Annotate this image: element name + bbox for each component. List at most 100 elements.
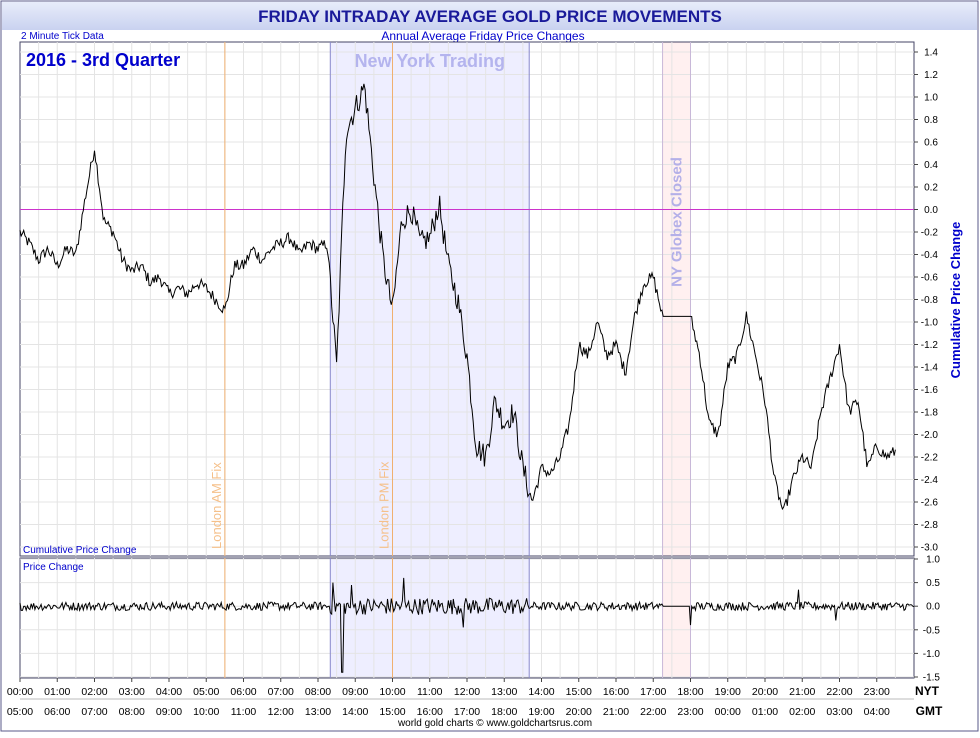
- x-tick-label-gmt: 07:00: [81, 706, 107, 718]
- x-tick-label-nyt: 12:00: [454, 686, 480, 698]
- y-tick-label: 1.0: [926, 555, 940, 566]
- x-tick-label-nyt: 10:00: [379, 686, 405, 698]
- y-tick-label: -0.8: [921, 295, 939, 306]
- ny-globex-closed-label: NY Globex Closed: [669, 157, 686, 287]
- y-tick-label: 0.4: [924, 160, 938, 171]
- price-change-y-ticks: 1.0 0.5 0.0 -0.5 -1.0 -1.5: [914, 555, 940, 684]
- x-tick-label-nyt: 06:00: [230, 686, 256, 698]
- x-tick-label-nyt: 02:00: [81, 686, 107, 698]
- x-tick-label-nyt: 07:00: [268, 686, 294, 698]
- x-tick-label-gmt: 06:00: [44, 706, 70, 718]
- x-tick-label-gmt: 15:00: [379, 706, 405, 718]
- x-tick-label-gmt: 14:00: [342, 706, 368, 718]
- x-tick-label-gmt: 22:00: [640, 706, 666, 718]
- london-am-fix-label: London AM Fix: [209, 462, 224, 549]
- x-tick-label-nyt: 15:00: [566, 686, 592, 698]
- x-tick-label-gmt: 18:00: [491, 706, 517, 718]
- cumulative-panel: 2016 - 3rd Quarter New York Trading NY G…: [19, 41, 963, 557]
- x-axis: 00:00 05:00 01:00 06:00 02:00 07:00 03:00 08:00…: [7, 678, 914, 718]
- y-tick-label: -1.6: [921, 385, 939, 396]
- fix-lines-lower: [224, 558, 393, 678]
- x-tick-label-nyt: 11:00: [417, 686, 443, 698]
- x-tick-label-nyt: 18:00: [677, 686, 703, 698]
- y-tick-label: -2.4: [921, 475, 939, 486]
- price-change-line: [19, 577, 915, 673]
- y-tick-label: -1.0: [923, 649, 941, 660]
- x-tick-label-gmt: 20:00: [566, 706, 592, 718]
- x-tick-label-gmt: 21:00: [603, 706, 629, 718]
- ny-trading-label: New York Trading: [355, 51, 505, 71]
- x-tick-label-gmt: 08:00: [119, 706, 145, 718]
- y-tick-label: -1.4: [921, 363, 939, 374]
- band-edges: [329, 42, 691, 556]
- y-tick-label: -0.4: [921, 250, 939, 261]
- x-tick-label-nyt: 17:00: [640, 686, 666, 698]
- x-tick-label-nyt: 19:00: [715, 686, 741, 698]
- y-tick-label: -0.5: [923, 625, 941, 636]
- x-tick-label-nyt: 14:00: [528, 686, 554, 698]
- y-tick-label: 0.0: [926, 602, 940, 613]
- x-tick-label-nyt: 04:00: [156, 686, 182, 698]
- y-tick-label: -1.2: [921, 340, 939, 351]
- y-tick-label: -0.6: [921, 273, 939, 284]
- x-tick-label-gmt: 04:00: [864, 706, 890, 718]
- cumulative-panel-label: Cumulative Price Change: [23, 545, 137, 556]
- x-tick-label-nyt: 01:00: [44, 686, 70, 698]
- y-tick-label: 0.0: [924, 205, 938, 216]
- x-tick-label-gmt: 13:00: [305, 706, 331, 718]
- y-tick-label: -2.8: [921, 520, 939, 531]
- x-tick-label-gmt: 05:00: [7, 706, 33, 718]
- x-tick-label-nyt: 16:00: [603, 686, 629, 698]
- x-tick-label-gmt: 09:00: [156, 706, 182, 718]
- x-tick-label-nyt: 22:00: [826, 686, 852, 698]
- cumulative-y-ticks: 1.4 1.2 1.0 0.8 0.6 0.4 0.2 0.0 -0.2 -0.4 -0.6 -0.8…: [914, 48, 938, 554]
- x-tick-label-gmt: 23:00: [677, 706, 703, 718]
- price-change-panel: Price Change 1.0 0.5 0.0 -0.5 -1.0 -1.5: [19, 555, 940, 684]
- x-tick-label-nyt: 08:00: [305, 686, 331, 698]
- y-tick-label: -2.6: [921, 498, 939, 509]
- credit-text: world gold charts © www.goldchartsrus.co…: [397, 718, 592, 729]
- x-tick-label-gmt: 03:00: [826, 706, 852, 718]
- x-tick-label-nyt: 20:00: [752, 686, 778, 698]
- tick-data-note: 2 Minute Tick Data: [21, 31, 104, 42]
- chart-title: FRIDAY INTRADAY AVERAGE GOLD PRICE MOVEM…: [258, 7, 722, 26]
- y-tick-label: -1.5: [923, 673, 941, 684]
- x-tick-label-gmt: 10:00: [193, 706, 219, 718]
- x-tick-label-nyt: 05:00: [193, 686, 219, 698]
- gmt-label: GMT: [916, 704, 943, 718]
- chart-subtitle: Annual Average Friday Price Changes: [381, 29, 584, 43]
- y-tick-label: -1.8: [921, 408, 939, 419]
- cumulative-price-line: [19, 83, 896, 511]
- x-tick-label-nyt: 21:00: [789, 686, 815, 698]
- x-tick-label-gmt: 01:00: [752, 706, 778, 718]
- x-tick-label-nyt: 03:00: [119, 686, 145, 698]
- title-banner: [2, 2, 977, 30]
- y-tick-label: 1.0: [924, 93, 938, 104]
- x-tick-label-gmt: 19:00: [528, 706, 554, 718]
- y-tick-label: 1.4: [924, 48, 938, 59]
- price-change-gridlines: [20, 558, 914, 678]
- x-tick-label-gmt: 12:00: [268, 706, 294, 718]
- y-tick-label: 1.2: [924, 70, 938, 81]
- price-change-panel-label: Price Change: [23, 562, 84, 573]
- y-tick-label: 0.2: [924, 183, 938, 194]
- x-tick-label-nyt: 09:00: [342, 686, 368, 698]
- x-tick-label-gmt: 02:00: [789, 706, 815, 718]
- y-tick-label: -1.0: [921, 318, 939, 329]
- x-tick-label-gmt: 11:00: [231, 706, 257, 718]
- y-tick-label: 0.6: [924, 138, 938, 149]
- london-pm-fix-label: London PM Fix: [377, 461, 392, 549]
- x-tick-label-gmt: 16:00: [417, 706, 443, 718]
- ny-globex-closed-band-lower: [662, 558, 691, 678]
- x-tick-label-gmt: 17:00: [454, 706, 480, 718]
- y-tick-label: -3.0: [921, 543, 939, 554]
- cumulative-gridlines: [20, 42, 914, 556]
- y-tick-label: -2.2: [921, 453, 939, 464]
- nyt-label: NYT: [915, 684, 940, 698]
- y-tick-label: 0.8: [924, 115, 938, 126]
- x-tick-label-gmt: 00:00: [715, 706, 741, 718]
- y-tick-label: 0.5: [926, 578, 940, 589]
- x-tick-label-nyt: 00:00: [7, 686, 33, 698]
- y-tick-label: -0.2: [921, 228, 939, 239]
